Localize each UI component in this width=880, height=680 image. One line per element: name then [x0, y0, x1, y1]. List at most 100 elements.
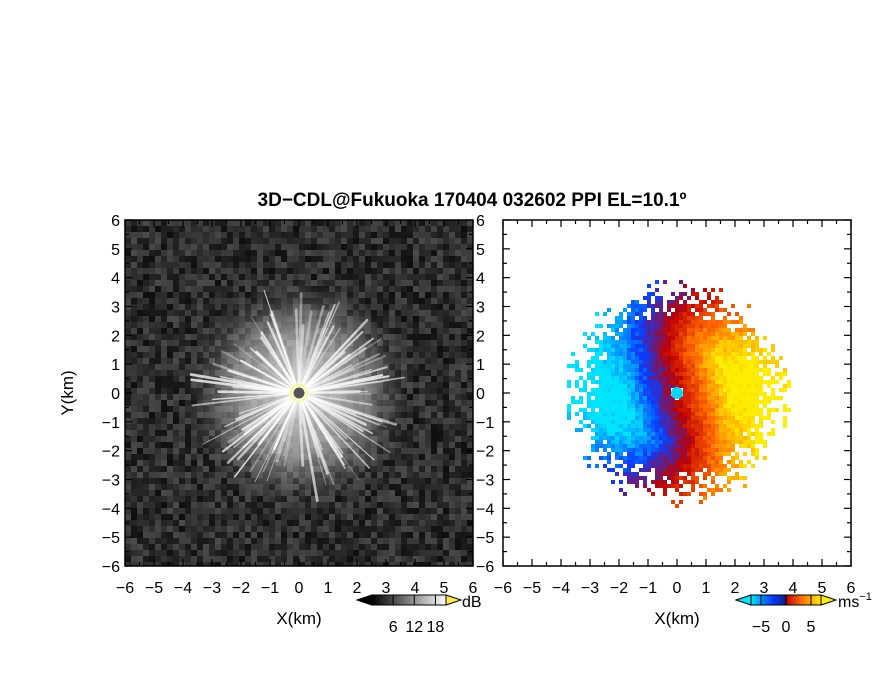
echo-ray [298, 392, 345, 466]
right-colorbar-unit: ms−1 [838, 591, 872, 611]
left-colorbar-unit: dB [462, 594, 482, 611]
x-tick-label: 3 [382, 580, 391, 597]
y-tick-label: 4 [476, 271, 485, 288]
echo-ray [298, 376, 405, 394]
figure-title: 3D−CDL@Fukuoka 170404 032602 PPI EL=10.1… [258, 190, 687, 211]
echo-ray [298, 364, 353, 394]
right-panel: −6 −5 −4 −3 −2 −1 0 1 2 3 4 5 6 X(km) [494, 219, 856, 628]
echo-ray [298, 337, 374, 394]
y-tick-label: −6 [476, 559, 494, 576]
echo-ray [191, 392, 300, 407]
colorbar-tick-label: 18 [427, 619, 445, 636]
echo-ray [298, 368, 373, 394]
y-tick-label: 2 [476, 328, 485, 345]
y-tick-label: −5 [102, 530, 120, 547]
y-tick-label: 2 [111, 328, 120, 345]
right-colorbar: −5 0 5 ms−1 [734, 591, 872, 636]
echo-ray [297, 391, 373, 406]
echo-ray [297, 391, 319, 502]
echo-ray [298, 392, 348, 440]
echo-ray [298, 312, 330, 394]
y-tick-label: −3 [102, 473, 120, 490]
echo-ray [294, 308, 301, 395]
echo-ray [298, 331, 364, 394]
echo-ray [297, 391, 398, 426]
echo-ray [255, 350, 301, 395]
x-tick-label: −2 [610, 580, 628, 597]
right-x-axis-label: X(km) [654, 609, 699, 628]
echo-ray [202, 392, 300, 445]
y-tick-label: −2 [476, 444, 494, 461]
echo-ray [298, 367, 355, 394]
y-tick-label: −5 [476, 530, 494, 547]
y-tick-label: 0 [476, 386, 485, 403]
echo-ray [212, 362, 301, 395]
y-tick-label: −4 [102, 501, 120, 518]
echo-ray [297, 324, 305, 395]
echo-ray [226, 391, 301, 464]
right-colorbar-ticks: −5 0 5 [752, 595, 816, 636]
echo-ray [240, 359, 301, 395]
echo-ray [297, 391, 367, 426]
colorbar-tick-label: 0 [782, 619, 791, 636]
x-tick-label: −5 [523, 580, 541, 597]
echo-ray [224, 392, 300, 427]
echo-ray [298, 392, 375, 461]
x-tick-label: 4 [789, 580, 798, 597]
echo-ray [297, 354, 386, 395]
echo-ray [298, 392, 391, 453]
x-tick-label: −4 [552, 580, 570, 597]
echo-ray [217, 390, 301, 395]
echo-ray [297, 391, 329, 475]
echo-ray [254, 392, 300, 483]
x-tick-label: −3 [203, 580, 221, 597]
x-tick-label: 0 [673, 580, 682, 597]
echo-ray [298, 353, 381, 394]
x-tick-label: 6 [469, 580, 478, 597]
echo-ray [190, 378, 301, 395]
x-tick-label: 1 [324, 580, 333, 597]
x-tick-label: 2 [731, 580, 740, 597]
y-tick-label: 1 [476, 357, 485, 374]
left-panel: −6 −5 −4 −3 −2 −1 0 1 2 3 4 5 66 65 54 43 32 21 10 0−1 −1−2−… [58, 213, 494, 628]
x-tick-label: −1 [639, 580, 657, 597]
y-tick-label: 0 [111, 386, 120, 403]
echo-ray [297, 391, 305, 467]
left-colorbar-high-arrow [445, 594, 463, 606]
y-tick-label: −6 [102, 559, 120, 576]
left-axis-ticks: −6 −5 −4 −3 −2 −1 0 1 2 3 4 5 66 65 54 43 32 21 10 0−1 −1−2−… [102, 213, 495, 597]
left-colorbar-ticks: 6 12 18 [389, 595, 445, 636]
y-tick-label: 4 [111, 271, 120, 288]
echo-ray [233, 392, 300, 449]
echo-ray [221, 391, 301, 453]
echo-ray [298, 392, 371, 469]
echo-ray [275, 391, 301, 463]
echo-ray [298, 327, 341, 394]
left-x-axis-label: X(km) [276, 609, 321, 628]
x-tick-label: 6 [847, 580, 856, 597]
echo-ray [233, 392, 300, 478]
echo-ray [283, 391, 301, 467]
echo-ray [272, 392, 300, 454]
y-tick-label: 6 [111, 213, 120, 230]
x-tick-label: 5 [818, 580, 827, 597]
echo-ray [233, 343, 300, 394]
y-tick-label: −1 [476, 415, 494, 432]
left-colorbar: 6 12 18 dB [355, 594, 482, 636]
colorbar-tick-label: 6 [389, 619, 398, 636]
x-tick-label: −3 [581, 580, 599, 597]
colorbar-tick-label: −5 [752, 619, 770, 636]
y-tick-label: −3 [476, 473, 494, 490]
y-tick-label: −2 [102, 444, 120, 461]
left-echo-rays [189, 289, 405, 502]
y-tick-label: 3 [476, 300, 485, 317]
y-tick-label: −4 [476, 501, 494, 518]
x-tick-label: −5 [145, 580, 163, 597]
left-center-dot [293, 387, 305, 399]
x-tick-label: 1 [702, 580, 711, 597]
radar-center-dot [671, 387, 683, 399]
echo-ray [260, 336, 301, 395]
right-velocity-field [567, 280, 791, 508]
colorbar-tick-label: 12 [405, 619, 423, 636]
y-tick-label: 5 [111, 242, 120, 259]
